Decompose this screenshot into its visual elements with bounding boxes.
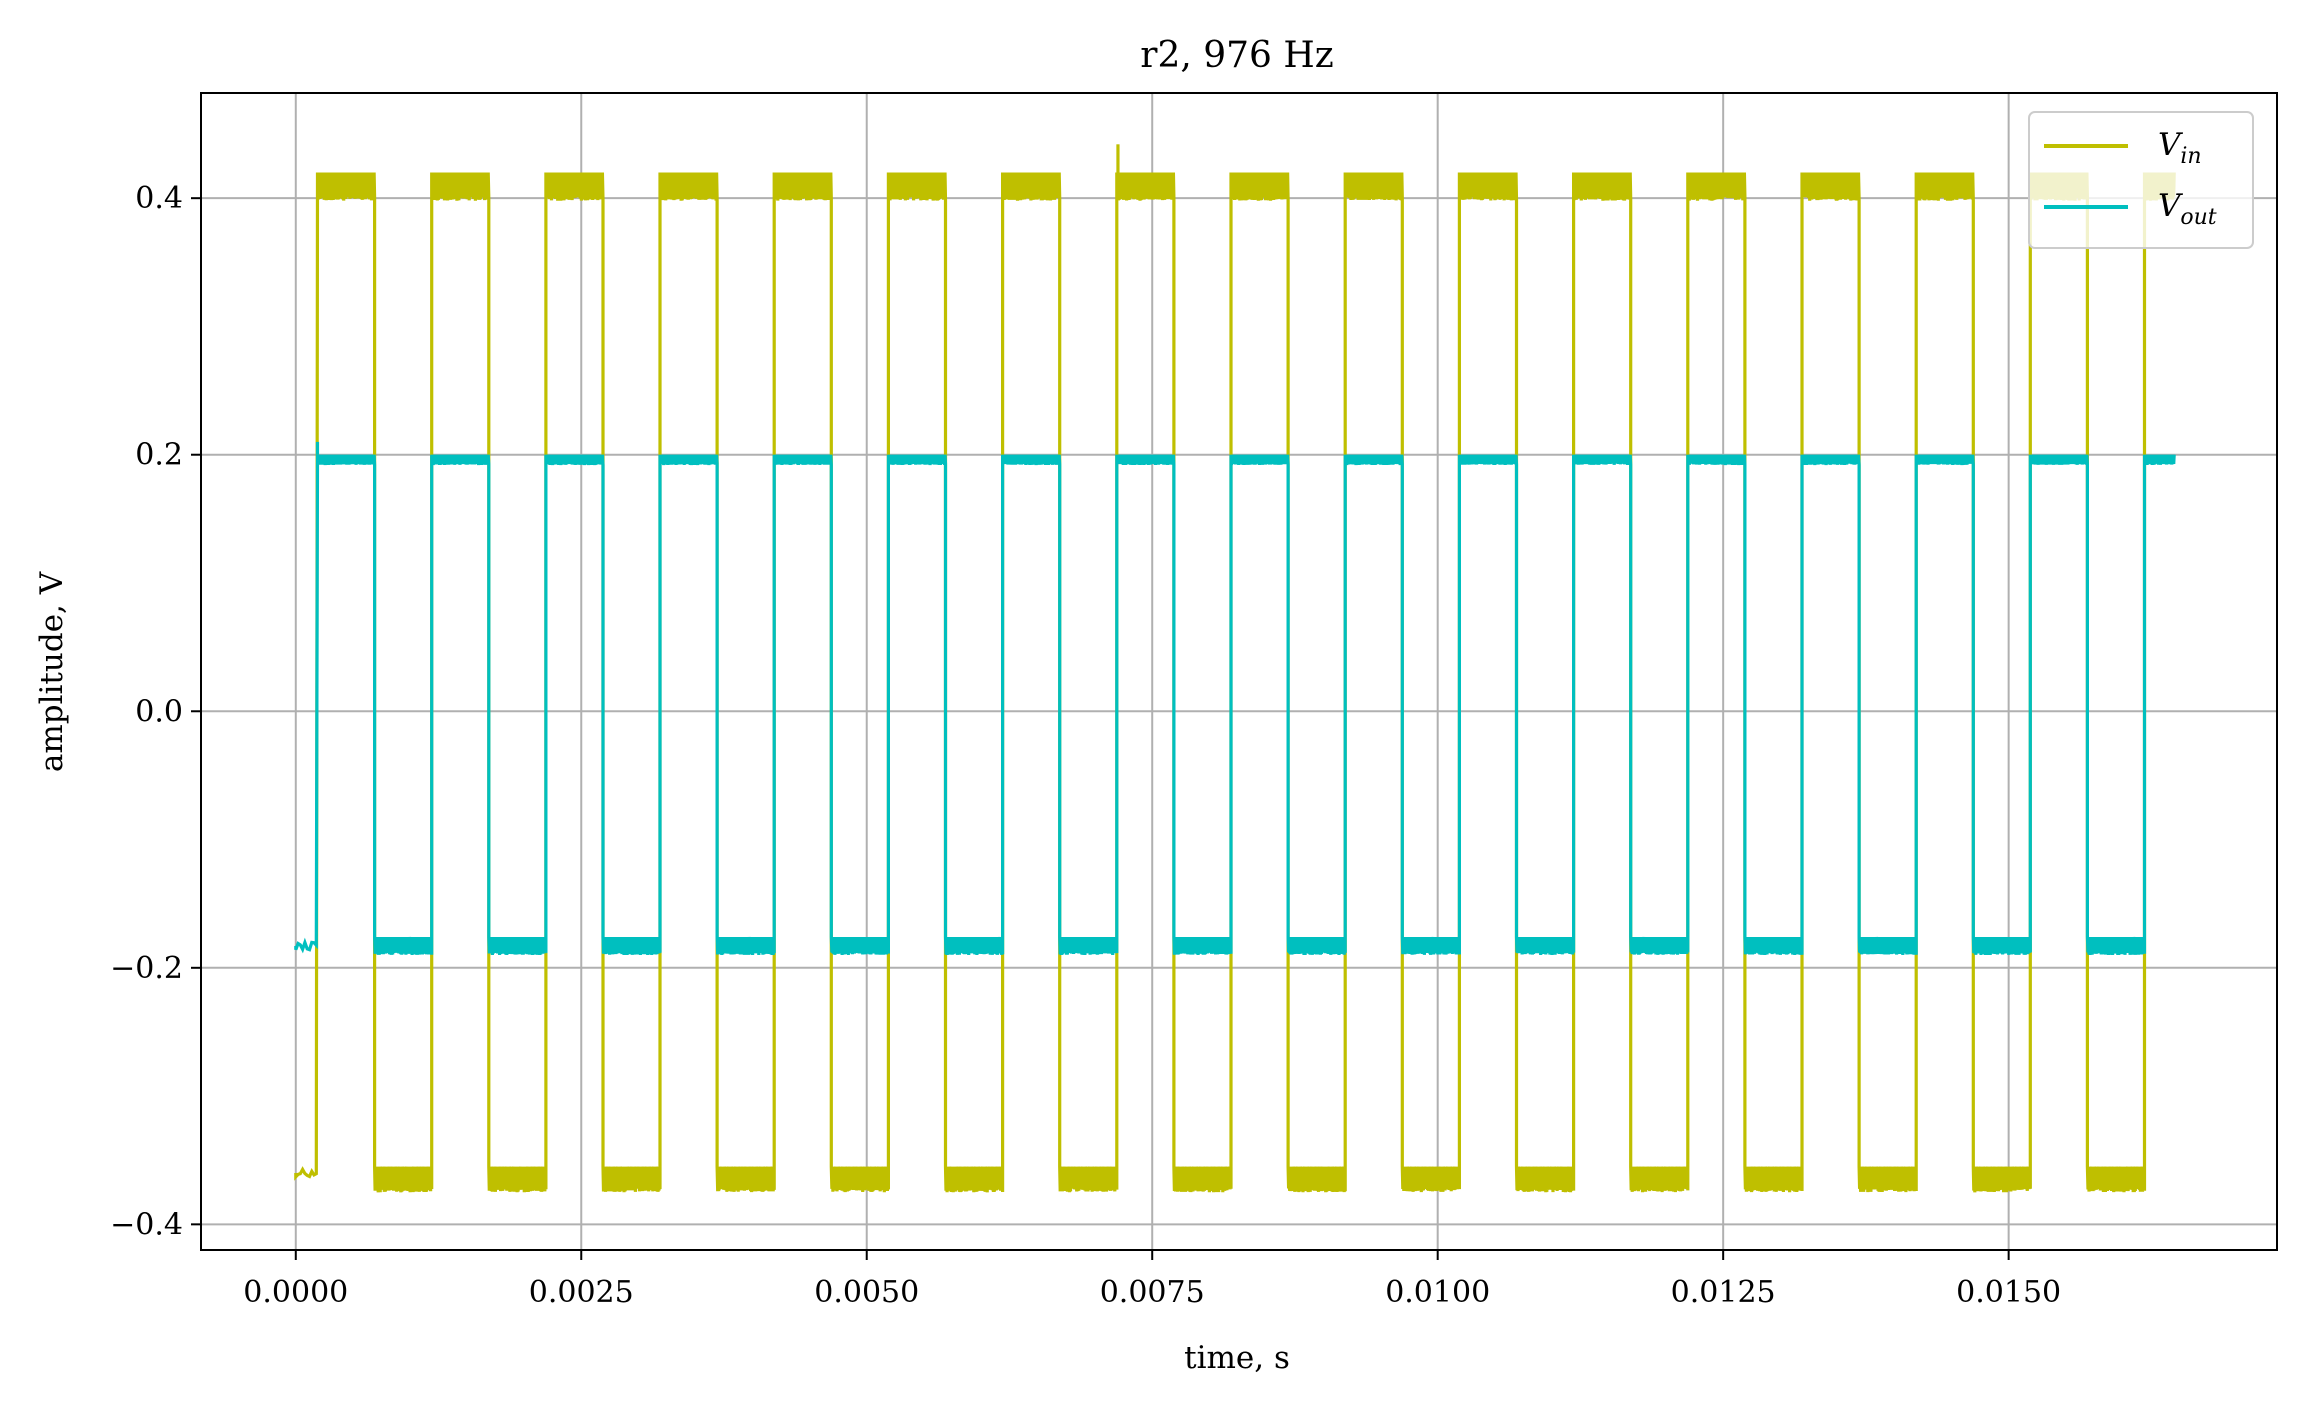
y-tick-label: −0.2 [110, 951, 183, 986]
legend-label-vout: Vout [2158, 188, 2217, 230]
y-tick-label: 0.4 [135, 181, 183, 216]
x-tick-label: 0.0150 [1956, 1275, 2061, 1310]
x-tick-label: 0.0050 [814, 1275, 919, 1310]
y-axis-label: amplitude, V [34, 571, 70, 772]
x-tick-label: 0.0025 [529, 1275, 634, 1310]
series-layer [294, 144, 2176, 1193]
chart-title: r2, 976 Hz [1140, 35, 1334, 76]
x-axis-label: time, s [1184, 1340, 1290, 1376]
legend-label-vin-sub: in [2180, 144, 2201, 169]
legend-label-vin-main: V [2158, 127, 2184, 163]
y-tick-label: −0.4 [110, 1207, 183, 1242]
x-tick-label: 0.0000 [243, 1275, 348, 1310]
legend-label-vout-sub: out [2180, 205, 2216, 230]
axis-ticks: 0.0000 0.0025 0.0050 0.0075 0.0100 0.0125 0.01… [110, 181, 2061, 1310]
x-tick-label: 0.0125 [1671, 1275, 1776, 1310]
legend: Vin Vout [2028, 111, 2254, 249]
legend-box [2028, 111, 2254, 249]
legend-label-vin: Vin [2158, 127, 2202, 169]
legend-label-vout-main: V [2158, 188, 2184, 224]
x-tick-label: 0.0100 [1385, 1275, 1490, 1310]
x-tick-label: 0.0075 [1100, 1275, 1205, 1310]
series-line-vin [294, 172, 2176, 1193]
y-tick-label: 0.0 [135, 694, 183, 729]
series-line-vout [294, 454, 2176, 956]
plot-area-frame [200, 92, 2278, 1251]
y-tick-label: 0.2 [135, 438, 183, 473]
